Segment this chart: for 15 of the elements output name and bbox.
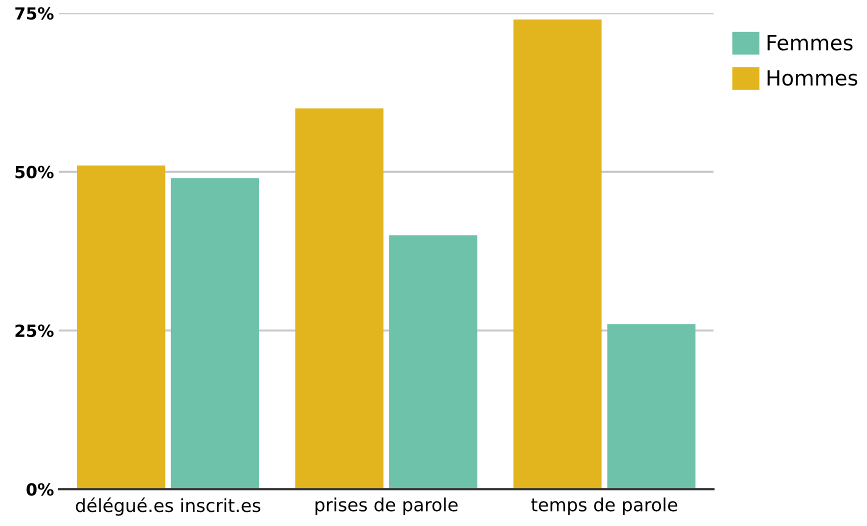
bar [607, 324, 696, 490]
y-tick-label: 75% [15, 7, 54, 20]
y-tick-label: 50% [15, 166, 54, 178]
bar [295, 108, 384, 490]
x-tick-label: délégué.es inscrit.es [76, 498, 260, 516]
y-tick-label: 25% [16, 324, 54, 338]
bar [170, 178, 260, 490]
legend-label: Hommes [768, 70, 858, 86]
x-tick-label: prises de parole [316, 498, 458, 515]
y-tick-label: 0% [26, 483, 54, 496]
x-tick-label: temps de parole [531, 498, 678, 515]
bar [77, 165, 166, 490]
bar [389, 235, 478, 490]
legend-label: Femmes [768, 35, 853, 51]
bar [513, 19, 602, 490]
